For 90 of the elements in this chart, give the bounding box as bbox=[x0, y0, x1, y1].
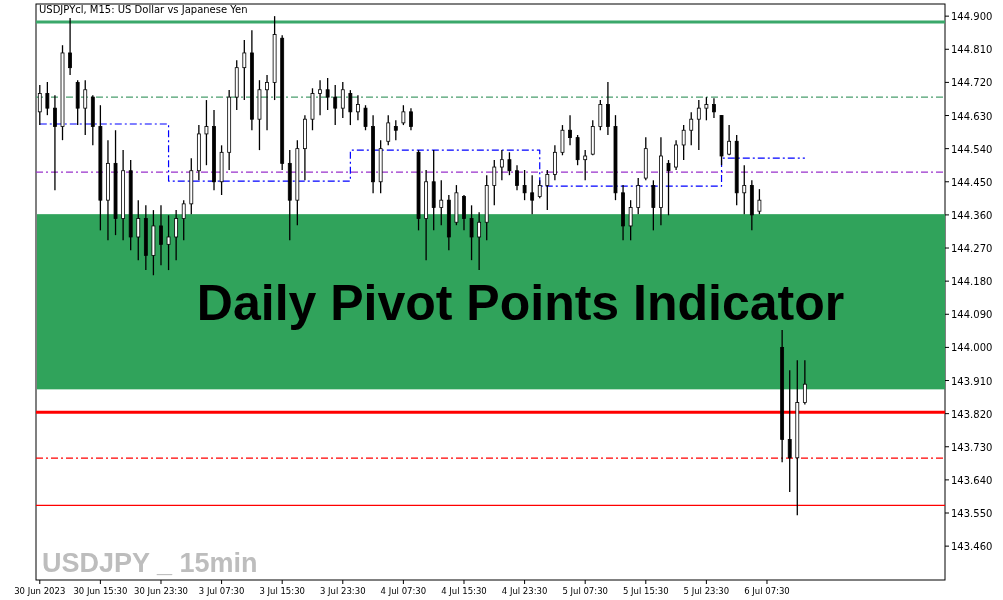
annotation: Daily Pivot Points Indicator bbox=[196, 274, 845, 331]
candlestick bbox=[515, 164, 519, 191]
candlestick bbox=[757, 188, 762, 215]
y-tick-label: 144.360 bbox=[951, 209, 993, 221]
candlestick bbox=[469, 204, 474, 261]
y-tick-label: 144.630 bbox=[951, 110, 993, 122]
candlestick bbox=[492, 159, 497, 206]
candlestick bbox=[83, 79, 88, 136]
candlestick bbox=[363, 104, 368, 131]
y-tick-label: 143.640 bbox=[951, 474, 993, 486]
y-tick-label: 144.000 bbox=[951, 342, 993, 354]
y-tick-label: 143.730 bbox=[951, 441, 993, 453]
candlestick bbox=[522, 169, 527, 201]
x-tick-label: 4 Jul 07:30 bbox=[380, 586, 427, 596]
candlestick bbox=[712, 97, 716, 119]
candlestick bbox=[386, 114, 391, 146]
y-tick-label: 144.540 bbox=[951, 143, 993, 155]
candlestick bbox=[666, 159, 671, 216]
candlestick bbox=[537, 179, 542, 199]
y-tick-label: 144.900 bbox=[951, 11, 993, 23]
candlestick bbox=[606, 81, 610, 136]
y-tick-label: 144.810 bbox=[951, 44, 993, 56]
candlestick bbox=[696, 99, 701, 151]
candlestick bbox=[575, 134, 580, 166]
candlestick bbox=[68, 17, 72, 76]
y-tick-label: 144.180 bbox=[951, 276, 993, 288]
candlestick bbox=[159, 204, 163, 266]
y-tick-label: 144.090 bbox=[951, 309, 993, 321]
annotation: USDJPY _ 15min bbox=[42, 548, 258, 578]
candlestick bbox=[318, 79, 322, 116]
x-tick-label: 4 Jul 23:30 bbox=[501, 586, 548, 596]
candlestick bbox=[462, 194, 466, 231]
candlestick bbox=[583, 149, 588, 181]
candlestick bbox=[681, 124, 686, 161]
x-tick-label: 5 Jul 23:30 bbox=[683, 586, 730, 596]
candlestick bbox=[689, 111, 694, 146]
candlestick bbox=[45, 81, 50, 116]
x-tick-label: 3 Jul 15:30 bbox=[259, 586, 305, 596]
candlestick bbox=[136, 199, 141, 261]
candlestick bbox=[545, 169, 550, 211]
candlestick bbox=[628, 199, 633, 241]
y-tick-label: 143.820 bbox=[951, 408, 993, 420]
candlestick bbox=[552, 144, 557, 181]
candlestick bbox=[477, 211, 482, 271]
candlestick bbox=[742, 164, 747, 215]
x-tick-label: 6 Jul 07:30 bbox=[744, 586, 790, 596]
candlestick bbox=[439, 179, 444, 226]
y-tick-label: 143.460 bbox=[951, 541, 993, 553]
candlestick bbox=[674, 139, 678, 171]
candlestick bbox=[727, 124, 732, 156]
candlestick bbox=[348, 89, 353, 126]
candlestick bbox=[598, 99, 603, 131]
candlestick bbox=[181, 199, 186, 241]
candlestick bbox=[560, 124, 565, 156]
candlestick bbox=[802, 359, 807, 406]
candlestick bbox=[340, 81, 345, 119]
candlestick bbox=[401, 104, 406, 126]
y-tick-label: 144.450 bbox=[951, 176, 993, 188]
x-tick-label: 3 Jul 23:30 bbox=[320, 586, 366, 596]
x-tick-label: 4 Jul 15:30 bbox=[441, 586, 487, 596]
y-tick-label: 143.550 bbox=[951, 508, 993, 520]
candlestick bbox=[393, 119, 398, 141]
candlestick bbox=[166, 214, 171, 271]
chart-title: USDJPYcl, M15: US Dollar vs Japanese Yen bbox=[39, 4, 248, 15]
x-tick-label: 30 Jun 15:30 bbox=[73, 586, 128, 596]
x-tick-label: 3 Jul 07:30 bbox=[198, 586, 245, 596]
candlestick bbox=[356, 94, 360, 121]
candlestick bbox=[507, 151, 512, 176]
candlestick bbox=[204, 99, 209, 166]
x-tick-label: 30 Jun 2023 bbox=[14, 586, 66, 596]
candlestick bbox=[787, 369, 792, 493]
candlestick bbox=[499, 149, 504, 181]
candlestick bbox=[568, 114, 572, 146]
candlestick bbox=[636, 177, 641, 215]
candlestick bbox=[704, 96, 709, 121]
candlestick bbox=[265, 74, 269, 131]
y-tick-label: 144.720 bbox=[951, 77, 993, 89]
candlestick bbox=[53, 94, 57, 191]
x-tick-label: 30 Jun 23:30 bbox=[133, 586, 188, 596]
candlestick bbox=[174, 209, 179, 261]
candlestick bbox=[242, 39, 247, 101]
y-tick-label: 143.910 bbox=[951, 375, 993, 387]
candlestick bbox=[409, 107, 413, 131]
candlestick bbox=[530, 174, 535, 215]
x-tick-label: 5 Jul 07:30 bbox=[562, 586, 608, 596]
candlestick bbox=[333, 84, 338, 126]
candlestick bbox=[651, 179, 656, 231]
candlestick bbox=[325, 77, 330, 111]
x-tick-label: 5 Jul 15:30 bbox=[623, 586, 669, 596]
y-tick-label: 144.270 bbox=[951, 243, 993, 255]
